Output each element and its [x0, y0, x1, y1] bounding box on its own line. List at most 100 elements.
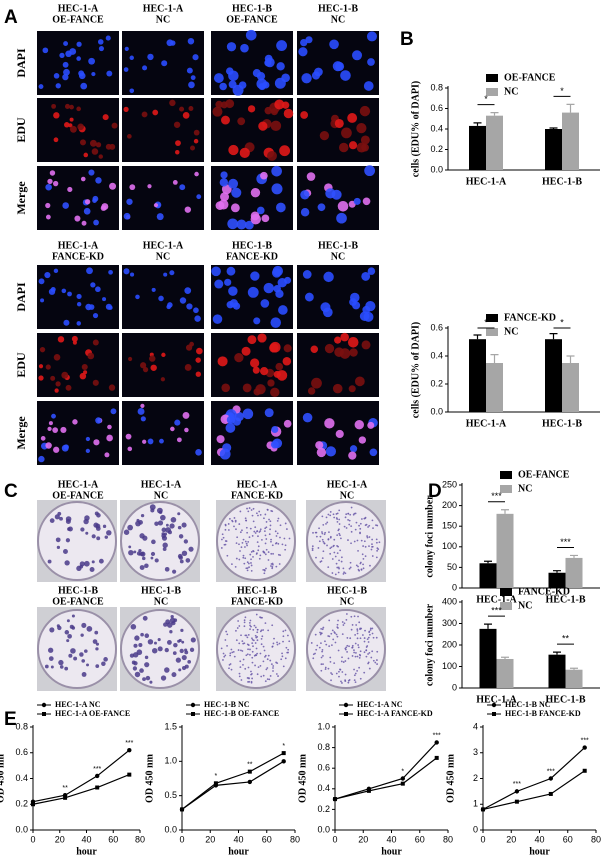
colony	[248, 621, 251, 624]
colony	[363, 637, 366, 639]
colony	[240, 634, 242, 637]
colony	[348, 679, 351, 681]
cell	[125, 433, 132, 440]
cell	[261, 214, 270, 223]
cell	[306, 172, 316, 181]
cell	[227, 218, 239, 230]
cell	[111, 122, 118, 129]
cell	[325, 446, 337, 457]
colony	[157, 646, 163, 652]
colony	[246, 677, 249, 679]
cell	[47, 426, 52, 431]
point	[582, 745, 587, 750]
y-tick-label: 1.0	[317, 721, 330, 731]
colony	[151, 539, 156, 545]
significance-label: ***	[560, 537, 571, 547]
cell	[38, 84, 44, 89]
cell	[304, 292, 314, 302]
colony	[342, 567, 345, 570]
colony	[347, 518, 349, 521]
cell	[69, 104, 74, 110]
colony	[346, 644, 349, 647]
cell	[195, 449, 202, 456]
colony	[263, 551, 266, 554]
colony	[80, 527, 85, 532]
colony	[259, 652, 262, 655]
colony	[225, 630, 228, 633]
colony	[339, 668, 342, 671]
colony	[336, 552, 339, 555]
colony	[166, 639, 172, 645]
colony	[224, 543, 227, 546]
colony	[254, 634, 257, 637]
colony	[368, 630, 371, 633]
colony	[349, 566, 352, 569]
colony	[85, 531, 89, 535]
cell	[40, 298, 45, 303]
legend-swatch	[500, 471, 512, 479]
y-tick-label: 0.0	[430, 406, 443, 416]
colony	[134, 671, 141, 678]
colony	[150, 508, 155, 513]
colony	[256, 652, 259, 655]
colony	[245, 542, 248, 545]
colony	[266, 658, 269, 661]
cell	[237, 117, 246, 126]
colony	[344, 679, 347, 682]
bar	[548, 572, 566, 588]
colony	[260, 616, 262, 619]
colony	[366, 536, 369, 539]
colony	[334, 641, 337, 644]
colony	[243, 562, 246, 565]
cell	[361, 272, 371, 281]
legend-label: NC	[518, 483, 532, 494]
colony	[246, 569, 249, 572]
colony	[355, 624, 358, 626]
colony	[154, 521, 159, 526]
colony	[79, 561, 85, 567]
colony	[144, 563, 149, 569]
colony	[245, 654, 248, 657]
cell	[187, 37, 195, 45]
plate	[37, 609, 117, 689]
plate-photo	[120, 500, 200, 582]
cell	[129, 55, 134, 61]
colony	[284, 522, 287, 525]
cell	[53, 268, 59, 274]
cell	[298, 47, 308, 57]
error-bar	[473, 334, 482, 340]
colony	[164, 566, 170, 572]
column-header: HEC-1-B	[58, 585, 98, 596]
cell	[332, 383, 343, 394]
cell	[267, 150, 277, 161]
significance-label: **	[247, 761, 253, 768]
colony	[356, 655, 359, 658]
colony	[341, 682, 343, 684]
colony	[343, 525, 346, 528]
colony	[130, 624, 137, 630]
colony	[272, 670, 274, 672]
cell	[53, 354, 61, 361]
colony	[279, 524, 282, 527]
colony	[248, 566, 250, 569]
micrograph	[297, 31, 379, 95]
cell	[84, 199, 91, 205]
cell	[324, 343, 335, 354]
colony	[224, 639, 227, 641]
colony	[347, 539, 349, 541]
colony	[346, 637, 349, 639]
column-header: HEC-1-A	[143, 3, 184, 14]
cell	[129, 88, 135, 94]
colony	[58, 659, 64, 666]
cell	[221, 383, 231, 393]
x-tick-label: 60	[108, 834, 118, 844]
colony	[250, 551, 253, 553]
colony	[255, 613, 258, 616]
row-label: EDU	[14, 352, 28, 378]
colony	[244, 616, 247, 619]
column-header: HEC-1-B	[141, 585, 181, 596]
colony	[264, 513, 267, 516]
colony	[224, 540, 227, 542]
colony	[271, 645, 274, 648]
colony	[263, 569, 266, 572]
